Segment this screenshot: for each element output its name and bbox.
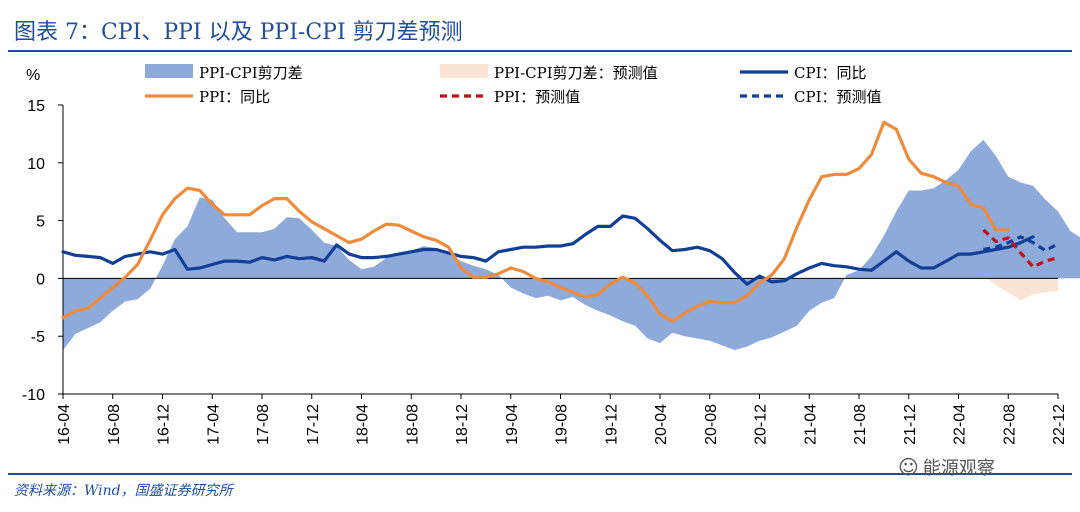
legend-swatch-1: [440, 64, 488, 78]
x-tick-label-5: 17-12: [305, 404, 322, 445]
legend-label-2: CPI：同比: [794, 64, 867, 82]
x-tick-label-6: 18-04: [355, 404, 372, 445]
title-rule: [8, 50, 1072, 52]
source-note: 资料来源：Wind，国盛证券研究所: [14, 483, 233, 499]
series-line-3: [61, 120, 1010, 323]
x-tick-label-2: 16-12: [156, 404, 173, 445]
legend-label-3: PPI：同比: [199, 88, 270, 106]
y-axis-unit: %: [26, 67, 40, 84]
x-tick-label-10: 19-08: [554, 404, 571, 445]
series-line-4: [982, 228, 1059, 269]
series-line-5: [983, 235, 1059, 253]
y-tick-label-5: 15: [27, 98, 45, 115]
legend-label-5: CPI：预测值: [794, 88, 882, 106]
y-tick-label-0: -10: [22, 387, 45, 404]
legend-label-0: PPI-CPI剪刀差: [199, 64, 303, 82]
x-tick-label-3: 17-04: [205, 404, 222, 445]
x-tick-label-20: 22-12: [1051, 404, 1068, 445]
x-tick-label-12: 20-04: [653, 404, 670, 445]
x-tick-label-7: 18-08: [404, 404, 421, 445]
x-tick-label-15: 21-04: [802, 404, 819, 445]
watermark: ☺ 能源观察: [898, 454, 995, 480]
x-tick-label-14: 20-12: [753, 404, 770, 445]
legend-label-1: PPI-CPI剪刀差：预测值: [494, 64, 658, 82]
watermark-label: 能源观察: [922, 458, 995, 479]
y-tick-label-4: 10: [27, 156, 45, 173]
y-tick-label-1: -5: [31, 329, 45, 346]
y-tick-label-2: 0: [36, 271, 45, 288]
x-tick-label-4: 17-08: [255, 404, 272, 445]
x-tick-label-8: 18-12: [454, 404, 471, 445]
x-tick-label-0: 16-04: [56, 404, 73, 445]
x-tick-label-17: 21-12: [902, 404, 919, 445]
series-line-2: [61, 214, 1035, 286]
x-tick-label-16: 21-08: [852, 404, 869, 445]
legend-swatch-0: [145, 64, 193, 78]
area-0: [63, 139, 1080, 351]
legend-label-4: PPI：预测值: [494, 88, 580, 106]
x-tick-label-11: 19-12: [603, 404, 620, 445]
source-rule: [8, 473, 1072, 475]
x-tick-label-9: 19-04: [504, 404, 521, 445]
page-title: 图表 7：CPI、PPI 以及 PPI-CPI 剪刀差预测: [14, 20, 463, 45]
x-tick-label-19: 22-08: [1001, 404, 1018, 445]
wechat-icon: ☺: [898, 455, 919, 479]
x-tick-label-13: 20-08: [703, 404, 720, 445]
x-tick-label-18: 22-04: [952, 404, 969, 445]
y-tick-label-3: 5: [36, 214, 45, 231]
x-tick-label-1: 16-08: [106, 404, 123, 445]
